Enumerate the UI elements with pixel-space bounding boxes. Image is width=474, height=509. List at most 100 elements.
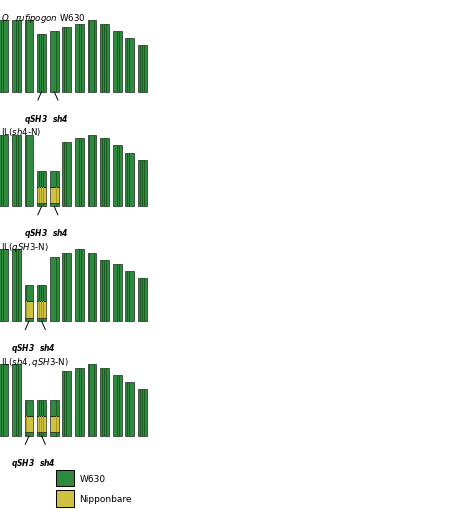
Bar: [37, 433, 46, 436]
Bar: [28, 416, 29, 433]
Bar: [50, 32, 59, 93]
Bar: [3, 21, 4, 93]
Bar: [102, 368, 103, 436]
Bar: [91, 135, 92, 207]
Bar: [102, 24, 103, 93]
Bar: [142, 160, 143, 207]
Bar: [126, 39, 134, 93]
Bar: [64, 143, 65, 207]
Text: $\bfit{qSH3}$: $\bfit{qSH3}$: [11, 342, 36, 354]
Bar: [1, 364, 2, 436]
Bar: [104, 24, 105, 93]
Bar: [28, 135, 29, 207]
Bar: [129, 382, 130, 436]
Bar: [1, 135, 2, 207]
Bar: [119, 264, 120, 322]
Text: $\bfit{qSH3}$: $\bfit{qSH3}$: [11, 456, 36, 469]
Bar: [100, 368, 109, 436]
Bar: [28, 286, 29, 302]
Bar: [39, 302, 40, 318]
Bar: [91, 21, 92, 93]
Bar: [75, 250, 84, 322]
Bar: [56, 400, 57, 416]
Bar: [37, 187, 46, 204]
Bar: [41, 286, 42, 302]
Bar: [37, 416, 46, 433]
Bar: [117, 264, 118, 322]
Bar: [39, 187, 40, 204]
Text: $\bfit{qSH3}$: $\bfit{qSH3}$: [24, 227, 48, 240]
Bar: [18, 250, 19, 322]
Bar: [3, 135, 4, 207]
Bar: [28, 318, 29, 322]
Bar: [54, 187, 55, 204]
Bar: [91, 364, 92, 436]
Bar: [117, 32, 118, 93]
Bar: [79, 250, 80, 322]
Bar: [102, 261, 103, 322]
Bar: [39, 35, 40, 93]
Bar: [56, 416, 57, 433]
Bar: [16, 135, 17, 207]
Bar: [144, 278, 145, 322]
Bar: [41, 433, 42, 436]
Bar: [0, 364, 8, 436]
Bar: [16, 250, 17, 322]
Bar: [129, 153, 130, 207]
Bar: [14, 250, 15, 322]
Bar: [117, 375, 118, 436]
Bar: [144, 46, 145, 93]
Bar: [12, 21, 21, 93]
Bar: [88, 364, 96, 436]
Bar: [39, 416, 40, 433]
Bar: [129, 39, 130, 93]
Bar: [28, 433, 29, 436]
Bar: [75, 139, 84, 207]
Bar: [3, 364, 4, 436]
Bar: [56, 433, 57, 436]
Bar: [25, 400, 33, 416]
Bar: [12, 250, 21, 322]
Bar: [100, 139, 109, 207]
Bar: [138, 389, 147, 436]
Bar: [41, 400, 42, 416]
Bar: [64, 28, 65, 93]
Bar: [25, 21, 33, 93]
Bar: [88, 135, 96, 207]
Bar: [63, 28, 71, 93]
Bar: [126, 153, 134, 207]
Bar: [56, 32, 57, 93]
Bar: [54, 204, 55, 207]
Bar: [142, 389, 143, 436]
Bar: [91, 253, 92, 322]
Bar: [55, 490, 74, 507]
Bar: [28, 302, 29, 318]
Bar: [25, 416, 33, 433]
Bar: [1, 250, 2, 322]
Bar: [41, 187, 42, 204]
Bar: [14, 21, 15, 93]
Bar: [41, 416, 42, 433]
Bar: [37, 400, 46, 416]
Bar: [50, 433, 59, 436]
Bar: [0, 250, 8, 322]
Bar: [41, 35, 42, 93]
Bar: [28, 400, 29, 416]
Bar: [126, 271, 134, 322]
Bar: [12, 135, 21, 207]
Bar: [79, 368, 80, 436]
Text: Nipponbare: Nipponbare: [79, 494, 132, 503]
Bar: [54, 32, 55, 93]
Bar: [12, 364, 21, 436]
Text: $\bfit{sh4}$: $\bfit{sh4}$: [39, 456, 56, 467]
Text: $\it{O.~rufipogon}$ W630: $\it{O.~rufipogon}$ W630: [1, 12, 86, 24]
Bar: [63, 253, 71, 322]
Bar: [50, 416, 59, 433]
Text: IL($\it{qSH3}$-N): IL($\it{qSH3}$-N): [1, 241, 49, 253]
Bar: [88, 253, 96, 322]
Bar: [66, 143, 67, 207]
Bar: [50, 204, 59, 207]
Bar: [41, 302, 42, 318]
Bar: [144, 160, 145, 207]
Bar: [113, 146, 122, 207]
